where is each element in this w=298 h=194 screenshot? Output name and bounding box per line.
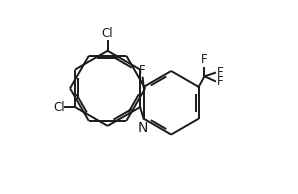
Text: Cl: Cl xyxy=(53,101,65,114)
Text: F: F xyxy=(139,64,146,77)
Text: N: N xyxy=(137,121,148,135)
Text: F: F xyxy=(217,75,224,88)
Text: F: F xyxy=(217,66,224,79)
Text: Cl: Cl xyxy=(102,27,114,40)
Text: F: F xyxy=(201,53,208,66)
